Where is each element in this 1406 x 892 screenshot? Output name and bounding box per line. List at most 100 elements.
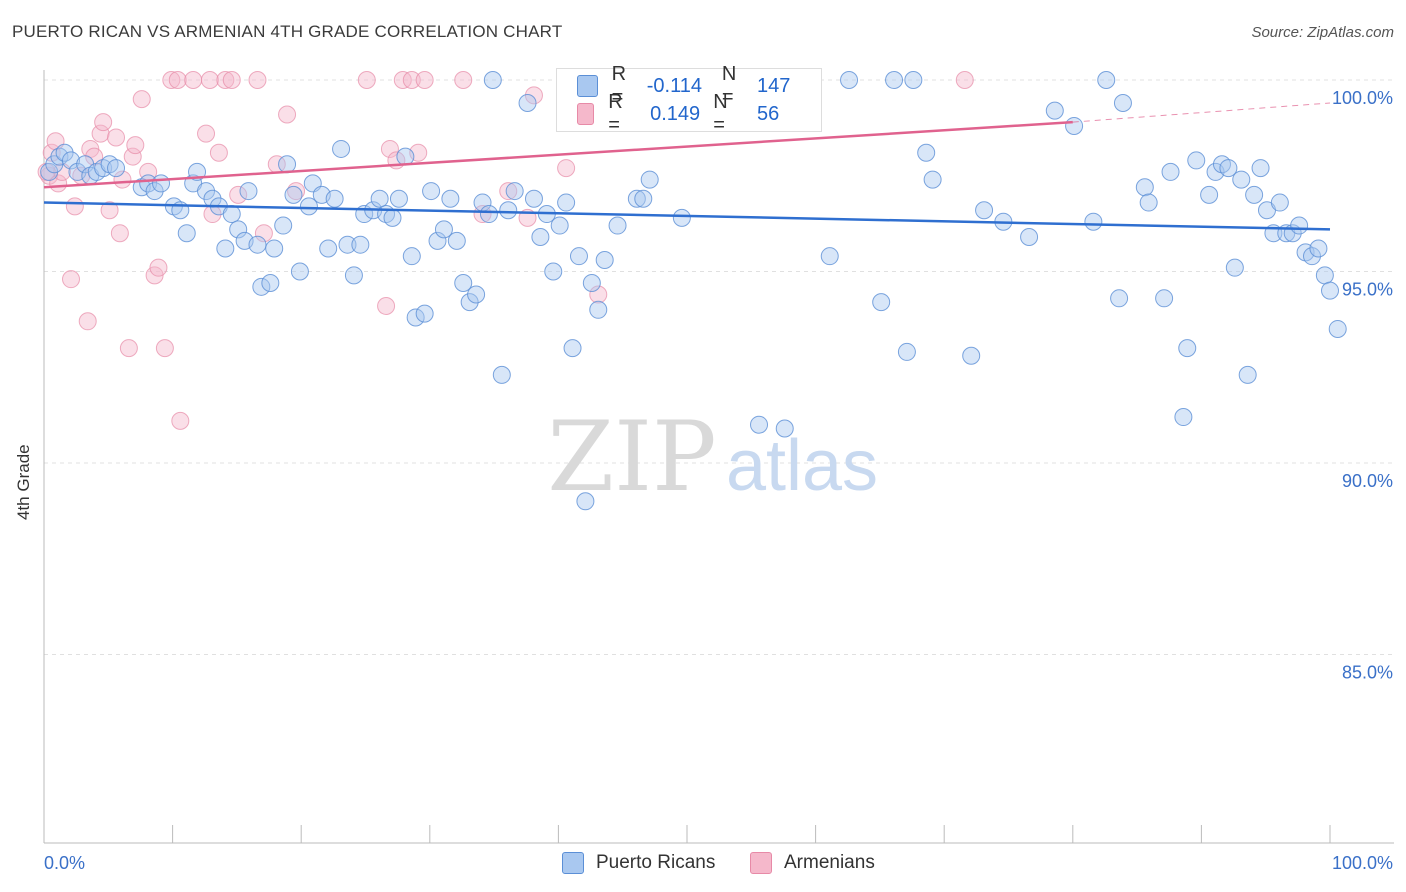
puerto-rican-point bbox=[441, 189, 460, 208]
puerto-rican-point bbox=[1321, 281, 1339, 300]
puerto-rican-point bbox=[1139, 193, 1158, 212]
puerto-rican-point bbox=[1187, 151, 1206, 170]
puerto-rican-point bbox=[492, 365, 511, 384]
puerto-rican-point bbox=[290, 262, 309, 281]
puerto-rican-point bbox=[55, 143, 74, 162]
puerto-rican-point bbox=[1084, 212, 1103, 231]
armenian-point bbox=[184, 71, 203, 89]
armenian-point bbox=[100, 201, 119, 220]
puerto-rican-point bbox=[265, 239, 284, 258]
armenian-point bbox=[65, 197, 84, 216]
puerto-rican-point bbox=[1251, 159, 1270, 178]
puerto-rican-point bbox=[1161, 162, 1180, 181]
puerto-rican-point bbox=[1155, 289, 1174, 308]
puerto-rican-point bbox=[975, 201, 994, 220]
armenian-point bbox=[524, 86, 543, 105]
puerto-rican-point bbox=[467, 285, 486, 304]
armenian-point bbox=[402, 71, 421, 89]
puerto-rican-point bbox=[917, 143, 936, 162]
watermark-atlas: atlas bbox=[726, 426, 878, 506]
puerto-rican-point bbox=[325, 189, 344, 208]
puerto-rican-point bbox=[576, 492, 595, 511]
legend-item-puerto-ricans[interactable]: Puerto Ricans bbox=[562, 852, 715, 874]
y-tick-label: 85.0% bbox=[1342, 663, 1393, 683]
puerto-rican-point bbox=[338, 235, 357, 254]
puerto-rican-point bbox=[775, 419, 794, 438]
armenian-point bbox=[200, 71, 219, 89]
puerto-rican-point bbox=[299, 197, 318, 216]
puerto-rican-point bbox=[595, 251, 614, 270]
armenian-point bbox=[94, 113, 113, 132]
legend-label: Puerto Ricans bbox=[596, 852, 716, 873]
armenian-point bbox=[113, 170, 132, 189]
puerto-rican-point bbox=[383, 208, 402, 227]
armenian-point bbox=[248, 71, 267, 89]
armenian-point bbox=[78, 312, 97, 331]
armenian-point bbox=[155, 339, 174, 358]
puerto-rican-point bbox=[177, 224, 196, 243]
puerto-rican-point bbox=[107, 159, 126, 178]
puerto-rican-point bbox=[454, 273, 473, 292]
puerto-rican-point bbox=[1065, 116, 1084, 135]
trendlines bbox=[43, 102, 1331, 231]
armenian-point bbox=[216, 71, 235, 89]
puerto-rican-point bbox=[278, 155, 297, 174]
legend-row-puerto-ricans: R = -0.114 N = 147 bbox=[577, 63, 821, 108]
puerto-rican-point bbox=[447, 231, 466, 250]
puerto-rican-point bbox=[608, 216, 627, 235]
puerto-rican-point bbox=[557, 193, 576, 212]
puerto-rican-point bbox=[1135, 178, 1154, 197]
puerto-rican-point bbox=[434, 220, 453, 239]
puerto-rican-point bbox=[62, 151, 81, 170]
puerto-rican-point bbox=[1020, 228, 1039, 247]
pink-swatch bbox=[750, 852, 772, 874]
n-value: 56 bbox=[757, 102, 780, 125]
armenian-point bbox=[107, 128, 126, 147]
puerto-rican-point bbox=[479, 205, 498, 224]
puerto-rican-point bbox=[885, 71, 904, 89]
puerto-rican-point bbox=[499, 201, 518, 220]
armenian-point bbox=[393, 71, 412, 89]
watermark-zip: ZIP bbox=[547, 401, 716, 513]
puerto-rican-point bbox=[840, 71, 859, 89]
x-tick-labels: 0.0% 100.0% bbox=[44, 853, 1393, 873]
puerto-rican-point bbox=[415, 304, 434, 323]
armenian-point bbox=[377, 296, 396, 315]
puerto-rican-point bbox=[197, 182, 216, 201]
puerto-rican-point bbox=[216, 239, 235, 258]
puerto-rican-point bbox=[569, 247, 588, 266]
puerto-rican-point bbox=[1232, 170, 1251, 189]
puerto-rican-point bbox=[524, 189, 543, 208]
puerto-rican-point bbox=[396, 147, 415, 166]
puerto-rican-point bbox=[1238, 365, 1257, 384]
puerto-rican-point bbox=[505, 182, 524, 201]
armenian-point bbox=[62, 270, 81, 289]
puerto-rican-point bbox=[820, 247, 839, 266]
puerto-ricans-trendline bbox=[43, 201, 1331, 231]
n-label: N = bbox=[721, 63, 737, 108]
puerto-rican-point bbox=[1113, 93, 1132, 112]
armenian-point bbox=[110, 224, 129, 243]
puerto-rican-point bbox=[550, 216, 569, 235]
puerto-rican-point bbox=[1219, 159, 1238, 178]
n-value: 147 bbox=[757, 74, 791, 97]
puerto-rican-point bbox=[1110, 289, 1129, 308]
puerto-rican-point bbox=[344, 266, 363, 285]
armenian-point bbox=[91, 124, 110, 143]
puerto-rican-point bbox=[627, 189, 646, 208]
armenian-point bbox=[229, 185, 248, 204]
pink-swatch bbox=[577, 103, 595, 125]
armenian-point bbox=[149, 258, 168, 277]
r-value: 0.149 bbox=[650, 102, 701, 125]
puerto-rican-point bbox=[428, 231, 447, 250]
n-label: N = bbox=[713, 91, 728, 136]
legend-item-armenians[interactable]: Armenians bbox=[750, 852, 875, 874]
puerto-rican-point bbox=[1315, 266, 1334, 285]
r-label: R = bbox=[608, 91, 623, 136]
puerto-rican-point bbox=[145, 182, 164, 201]
armenian-point bbox=[132, 90, 151, 109]
puerto-rican-point bbox=[332, 139, 351, 158]
armenians-trendline-extension bbox=[1072, 102, 1331, 123]
x-tick-label: 100.0% bbox=[1332, 853, 1393, 873]
correlation-legend: R = -0.114 N = 147 R = 0.149 N = 56 bbox=[556, 63, 822, 136]
